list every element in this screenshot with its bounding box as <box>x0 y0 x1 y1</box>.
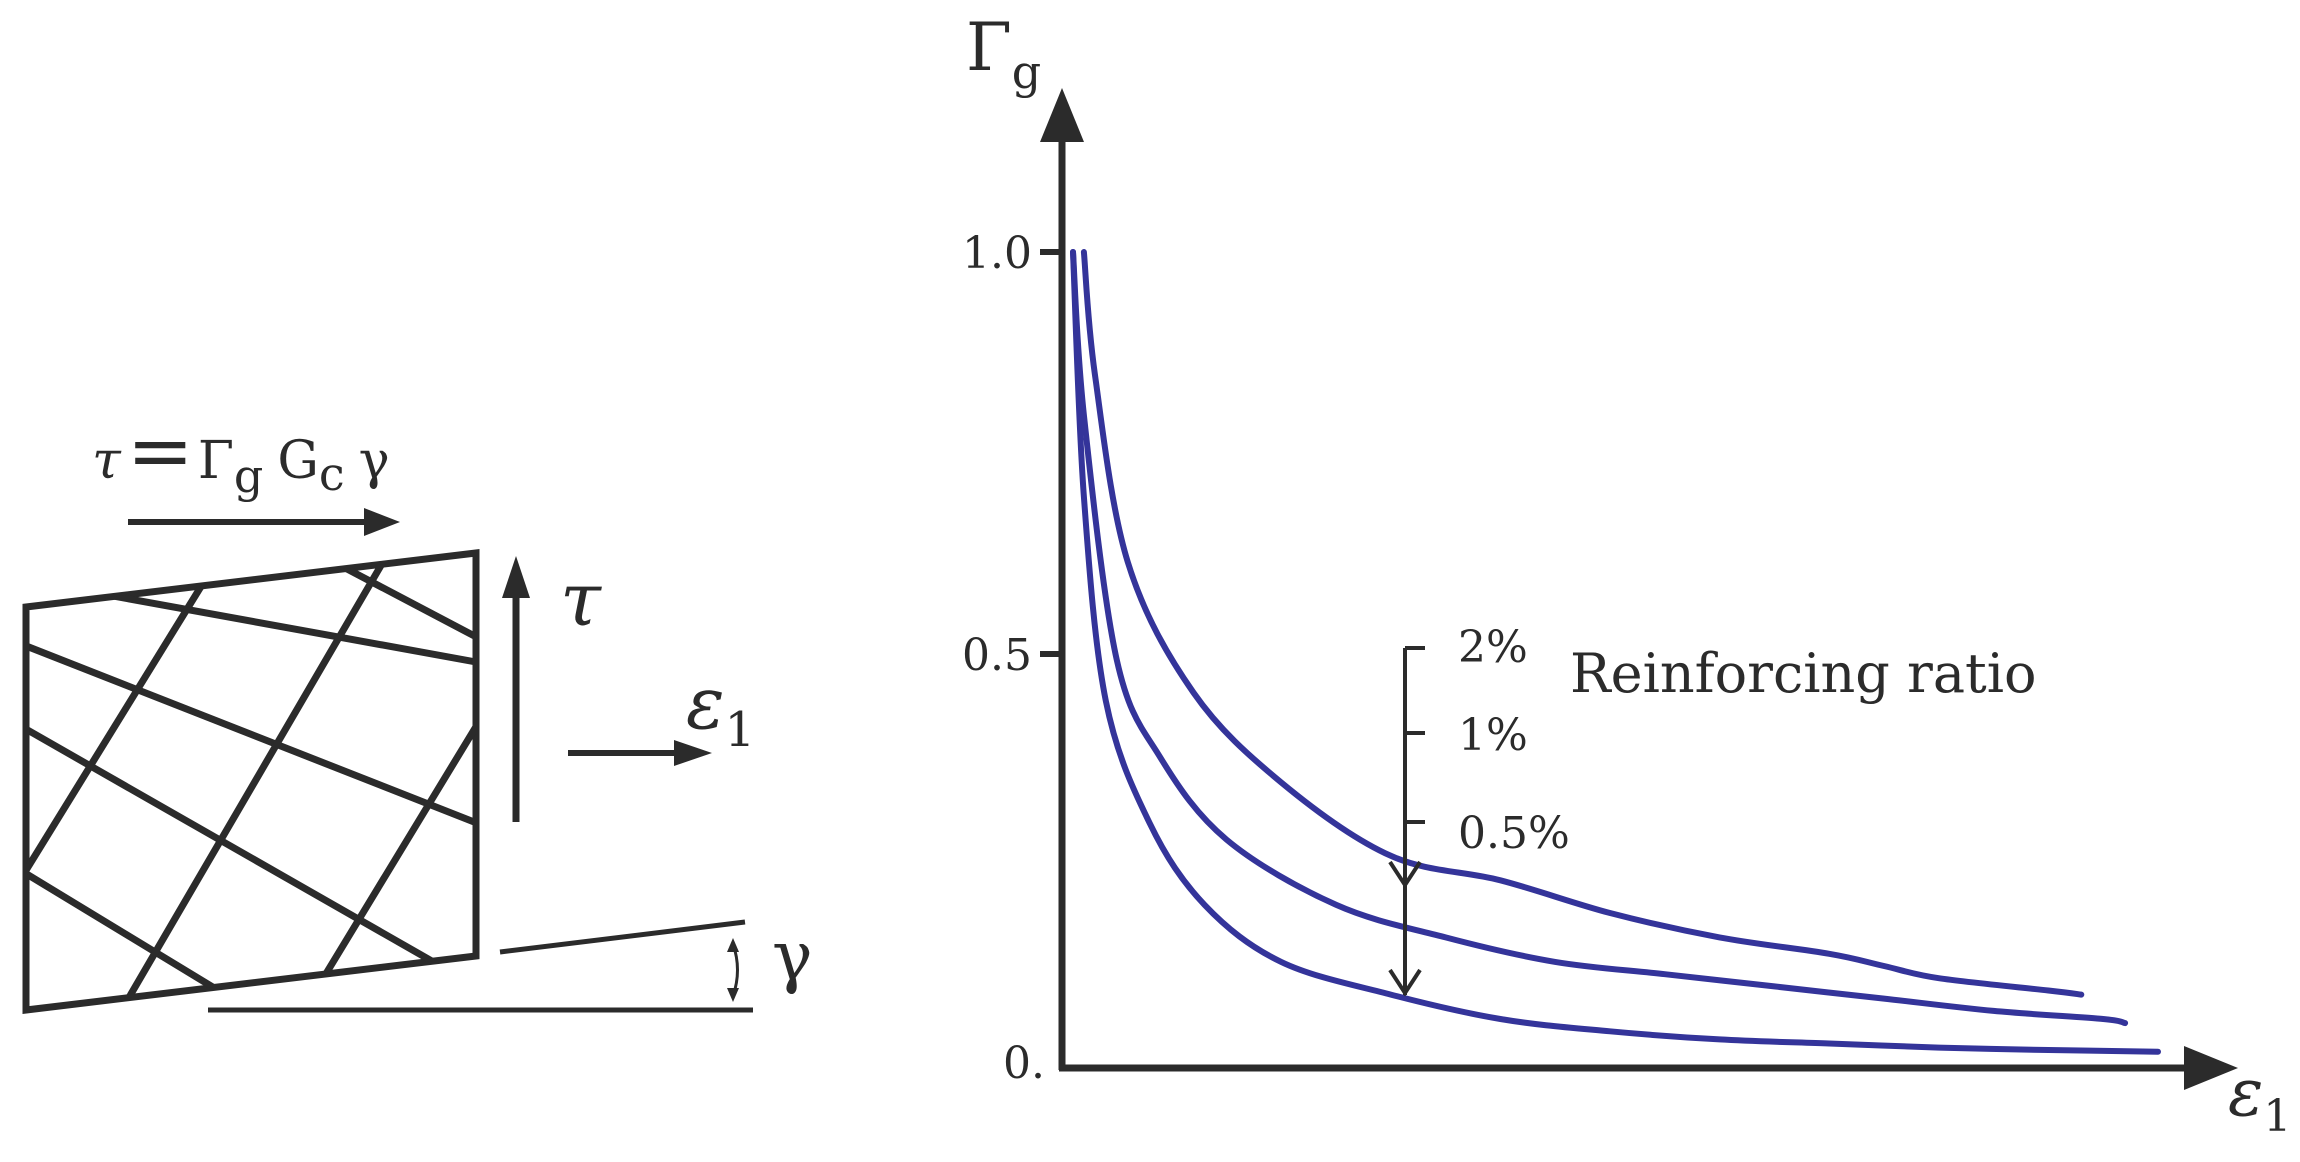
x-axis <box>1059 1046 2238 1090</box>
y-tick-label-0.5: 0.5 <box>962 630 1032 681</box>
top-shear-arrow <box>128 508 400 536</box>
series-line-0.5pct <box>1070 249 2161 1055</box>
formula-g-sub: c <box>319 447 345 501</box>
epsilon-sub: 1 <box>725 702 756 758</box>
ratio-arrowhead-2 <box>1388 968 1422 997</box>
chart: 1.0 0.5 0. Γg ε1 2% 1% 0.5% Reinforcing … <box>962 9 2291 1142</box>
epsilon-label: ε1 <box>686 661 755 758</box>
formula-equals: = <box>127 404 194 497</box>
ratio-label-2: 2% <box>1458 622 1528 673</box>
formula-gamma: γ <box>359 431 390 491</box>
epsilon-arrow <box>568 740 712 766</box>
gamma-label: γ <box>772 918 813 997</box>
y-axis <box>1040 88 1084 1070</box>
y-tick-label-0: 0. <box>1003 1038 1045 1089</box>
y-tick-label-1.0: 1.0 <box>962 228 1032 279</box>
ratio-label-1: 1% <box>1458 710 1528 761</box>
y-axis-label-sub: g <box>1012 45 1041 99</box>
tau-label: τ <box>560 557 602 643</box>
x-axis-label: ε1 <box>2228 1054 2291 1142</box>
y-axis-label-symbol: Γ <box>966 9 1012 86</box>
formula-g: G <box>277 431 319 491</box>
series-line-1pct <box>1070 249 2129 1027</box>
formula: τ=Γg Gc γ <box>92 404 390 503</box>
x-axis-label-sub: 1 <box>2263 1091 2291 1142</box>
ratio-label-0.5: 0.5% <box>1458 808 1570 859</box>
reinforcement-grid <box>26 553 476 1010</box>
panel-diagram: τ=Γg Gc γ τ <box>22 404 813 1014</box>
x-axis-label-symbol: ε <box>2228 1054 2263 1131</box>
formula-tau: τ <box>92 431 122 491</box>
reinforcing-ratio-annotation: Reinforcing ratio <box>1570 642 2037 705</box>
series-group <box>1070 249 2161 1055</box>
y-axis-label: Γg <box>966 9 1041 99</box>
ratio-scale <box>1388 646 1425 997</box>
epsilon-symbol: ε <box>686 661 725 745</box>
shear-angle-indicator <box>208 919 753 1013</box>
ratio-arrowhead-1 <box>1388 860 1422 889</box>
series-line-2pct <box>1080 249 2085 998</box>
vertical-shear-arrow <box>502 556 530 822</box>
formula-gamma-cap-sub: g <box>234 449 263 503</box>
formula-gamma-cap: Γ <box>198 431 234 491</box>
